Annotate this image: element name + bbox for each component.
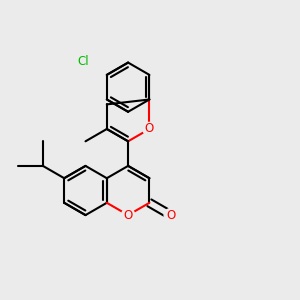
Circle shape — [122, 208, 135, 222]
Text: O: O — [145, 122, 154, 136]
Text: Cl: Cl — [78, 55, 89, 68]
Text: O: O — [166, 208, 175, 222]
Circle shape — [164, 208, 177, 222]
Circle shape — [143, 122, 156, 136]
Text: O: O — [124, 208, 133, 222]
Circle shape — [76, 54, 91, 69]
